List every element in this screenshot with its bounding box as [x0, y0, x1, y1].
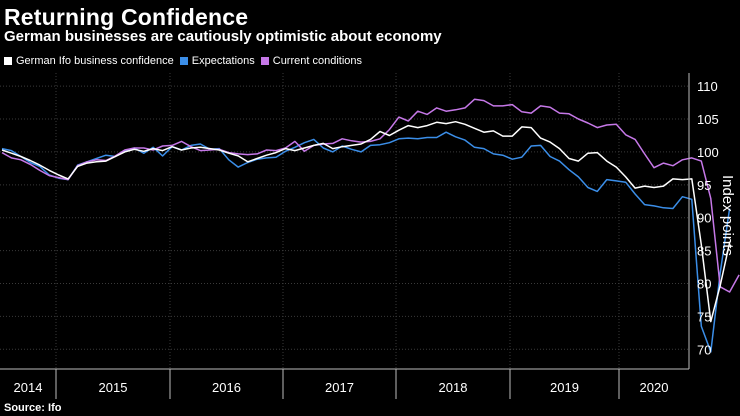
series-line-current-conditions — [1, 98, 740, 293]
series-line-german-ifo-business-confidence — [1, 120, 731, 323]
legend-item-expectations: Expectations — [179, 55, 255, 67]
y-tick-label-80: 80 — [697, 276, 711, 291]
series-lines — [1, 98, 740, 353]
legend-label-expectations: Expectations — [191, 55, 255, 67]
x-tick-label-2016: 2016 — [212, 380, 241, 395]
y-tick-label-95: 95 — [697, 178, 711, 193]
y-tick-label-90: 90 — [697, 211, 711, 226]
y-tick-label-110: 110 — [697, 79, 718, 94]
x-axis: 2014 2015 2016 2017 2018 2019 2020 — [0, 368, 689, 399]
y-tick-label-105: 105 — [697, 112, 719, 127]
legend-item-confidence: German Ifo business confidence — [4, 55, 174, 67]
legend-label-confidence: German Ifo business confidence — [16, 55, 174, 67]
x-tick-label-2020: 2020 — [640, 380, 669, 395]
gridlines — [0, 73, 689, 369]
legend-label-current: Current conditions — [272, 55, 363, 67]
x-tick-label-2015: 2015 — [99, 380, 128, 395]
y-tick-label-70: 70 — [697, 342, 711, 357]
legend: German Ifo business confidence Expectati… — [4, 55, 368, 67]
legend-item-current: Current conditions — [260, 55, 363, 67]
legend-swatch-current — [260, 57, 269, 65]
y-tick-label-100: 100 — [697, 145, 719, 160]
legend-swatch-expectations — [179, 57, 188, 65]
x-tick-label-2017: 2017 — [325, 380, 354, 395]
y-tick-label-85: 85 — [697, 244, 711, 259]
legend-swatch-confidence — [4, 57, 12, 65]
y-tick-label-75: 75 — [697, 309, 711, 324]
x-tick-label-2019: 2019 — [550, 380, 579, 395]
x-tick-label-2014: 2014 — [14, 380, 43, 395]
chart-title: Returning Confidence — [4, 4, 249, 30]
series-line-expectations — [1, 131, 731, 353]
y-axis-title: Index points — [719, 175, 736, 256]
x-tick-label-2018: 2018 — [439, 380, 468, 395]
chart-subtitle: German businesses are cautiously optimis… — [4, 28, 442, 45]
source-note: Source: Ifo — [4, 402, 62, 414]
y-axis: 70 75 80 85 90 95 100 105 110 Index points — [688, 73, 736, 369]
